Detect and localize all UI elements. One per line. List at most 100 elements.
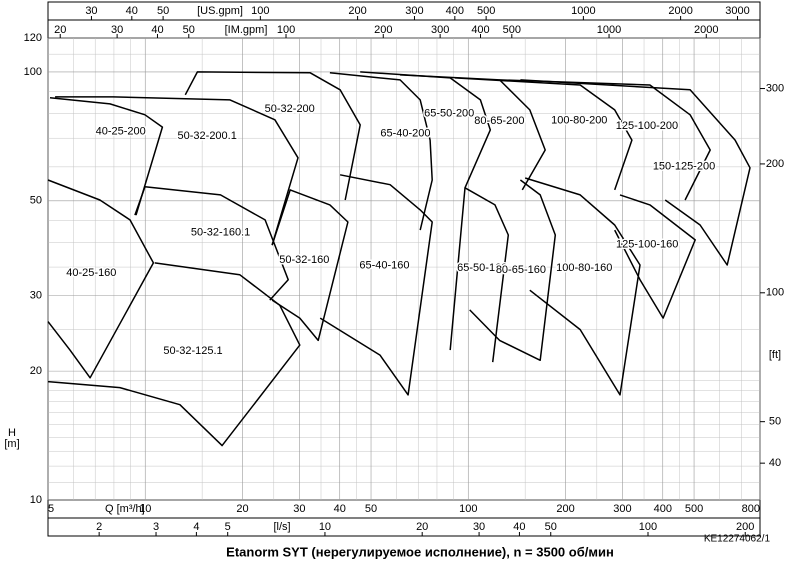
bottom-axis2-tick-label: 20 — [416, 521, 428, 533]
x-axis-label: Q [m³/h] — [105, 503, 145, 515]
pump-label: 80-65-200 — [474, 115, 524, 127]
x-tick-label: 50 — [365, 503, 377, 515]
top-axis-tick-label: 500 — [503, 24, 521, 36]
top-axis-tick-label: 500 — [477, 5, 495, 17]
l-s-axis-label: [l/s] — [273, 521, 290, 533]
pump-curve — [134, 186, 289, 301]
y-axis-symbol: H — [8, 427, 16, 439]
y-axis-unit: [m] — [4, 438, 19, 450]
bottom-axis2-tick-label: 5 — [225, 521, 231, 533]
us-gpm-axis-label: [US.gpm] — [197, 5, 243, 17]
y-tick-label: 50 — [30, 195, 42, 207]
pump-label: 50-32-160 — [279, 254, 329, 266]
pump-curve — [271, 189, 349, 342]
top-axis-tick-label: 50 — [157, 5, 169, 17]
drawing-code: KE12274062/1 — [704, 534, 771, 545]
x-tick-label: 100 — [459, 503, 477, 515]
bottom-axis2-tick-label: 4 — [193, 521, 199, 533]
top-axis-tick-label: 2000 — [694, 24, 718, 36]
top-axis-tick-label: 40 — [151, 24, 163, 36]
pump-label: 65-50-200 — [424, 107, 474, 119]
bottom-axis2-tick-label: 40 — [513, 521, 525, 533]
bottom-axis2-tick-label: 50 — [545, 521, 557, 533]
pump-curve — [454, 77, 633, 191]
bottom-axis2-tick-label: 3 — [153, 521, 159, 533]
y-tick-label: 120 — [24, 32, 42, 44]
chart-title: Etanorm SYT (нерегулируемое исполнение),… — [226, 544, 614, 559]
bottom-axis2-tick-label: 30 — [473, 521, 485, 533]
pump-label: 40-25-160 — [66, 267, 116, 279]
top-axis-tick-label: 30 — [111, 24, 123, 36]
pump-label: 80-65-160 — [496, 264, 546, 276]
x-tick-label: 300 — [613, 503, 631, 515]
bottom-axis2-tick-label: 10 — [319, 521, 331, 533]
top-axis-tick-label: 1000 — [597, 24, 621, 36]
pump-label: 50-32-200.1 — [178, 130, 237, 142]
top-axis-tick-label: 2000 — [668, 5, 692, 17]
y2-tick-label: 50 — [769, 416, 781, 428]
top-axis-tick-label: 20 — [54, 24, 66, 36]
pump-curve — [184, 71, 361, 201]
pump-label: 100-80-160 — [556, 262, 612, 274]
pump-curve — [329, 72, 433, 231]
y2-tick-label: 200 — [766, 158, 784, 170]
top-axis-tick-label: 100 — [277, 24, 295, 36]
top-axis-tick-label: 300 — [405, 5, 423, 17]
pump-curve — [319, 174, 433, 396]
bottom-axis2-tick-label: 100 — [639, 521, 657, 533]
top-axis-tick-label: 1000 — [571, 5, 595, 17]
top-axis-tick-label: 400 — [446, 5, 464, 17]
pump-label: 65-40-160 — [359, 260, 409, 272]
x-tick-label: 800 — [742, 503, 760, 515]
pump-curve — [469, 179, 557, 362]
im-gpm-axis-label: [IM.gpm] — [225, 24, 268, 36]
top-axis-tick-label: 200 — [374, 24, 392, 36]
pump-label: 125-100-200 — [616, 120, 678, 132]
bottom-axis2-tick-label: 2 — [96, 521, 102, 533]
top-axis-tick-label: 40 — [126, 5, 138, 17]
pump-label: 40-25-200 — [96, 126, 146, 138]
pump-label: 65-50-160 — [457, 262, 507, 274]
pump-curve — [499, 79, 711, 201]
top-axis-tick-label: 300 — [431, 24, 449, 36]
pump-label: 150-125-200 — [653, 161, 715, 173]
pump-curve — [47, 179, 155, 379]
top-axis-tick-label: 400 — [471, 24, 489, 36]
y2-tick-label: 40 — [769, 457, 781, 469]
pump-curve — [47, 262, 301, 447]
x-tick-label: 40 — [334, 503, 346, 515]
pump-label: 50-32-200 — [265, 103, 315, 115]
pump-curve — [55, 96, 299, 246]
pump-label: 50-32-160.1 — [191, 227, 250, 239]
y-tick-label: 20 — [30, 365, 42, 377]
x-tick-label: 400 — [654, 503, 672, 515]
y2-tick-label: 100 — [766, 287, 784, 299]
x-tick-label: 500 — [685, 503, 703, 515]
x-tick-label: 30 — [293, 503, 305, 515]
pump-curve — [524, 177, 641, 396]
pump-curve — [614, 194, 696, 319]
top-axis-tick-label: 100 — [251, 5, 269, 17]
y2-tick-label: 300 — [766, 82, 784, 94]
top-axis-tick-label: 50 — [183, 24, 195, 36]
x-tick-label: 20 — [236, 503, 248, 515]
y-tick-label: 10 — [30, 494, 42, 506]
x-tick-label: 5 — [48, 503, 54, 515]
pump-label: 100-80-200 — [551, 114, 607, 126]
top-axis-tick-label: 200 — [348, 5, 366, 17]
pump-label: 125-100-160 — [616, 239, 678, 251]
ft-axis-label: [ft] — [769, 349, 781, 361]
pump-label: 50-32-125.1 — [163, 345, 222, 357]
x-tick-label: 10 — [139, 503, 151, 515]
y-tick-label: 30 — [30, 290, 42, 302]
x-tick-label: 200 — [556, 503, 574, 515]
pump-curve — [520, 79, 751, 266]
pump-curve — [49, 97, 164, 216]
pump-label: 65-40-200 — [380, 128, 430, 140]
y-tick-label: 100 — [24, 66, 42, 78]
pump-curve — [449, 187, 510, 363]
bottom-axis2-tick-label: 200 — [736, 521, 754, 533]
top-axis-tick-label: 3000 — [725, 5, 749, 17]
top-axis-tick-label: 30 — [85, 5, 97, 17]
